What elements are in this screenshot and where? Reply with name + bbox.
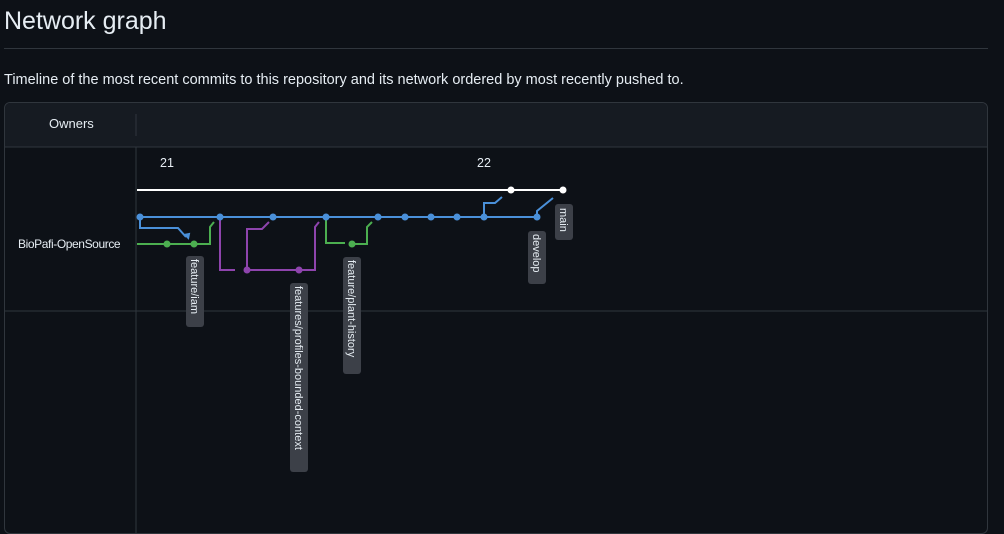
purple-start-link (219, 217, 235, 271)
owners-header: Owners (49, 116, 94, 131)
branch-tag-feature-iam[interactable]: feature/iam (186, 256, 204, 327)
page-description: Timeline of the most recent commits to t… (4, 72, 684, 88)
network-graph-canvas[interactable]: Owners BioPafi-OpenSource 21 22 (5, 103, 987, 533)
branch-tag-profiles-bounded-context[interactable]: features/profiles-bounded-context (290, 283, 308, 472)
commit-dot[interactable] (507, 186, 515, 194)
commit-dot[interactable] (136, 213, 144, 221)
arrow-head (183, 232, 191, 240)
commit-dot[interactable] (453, 213, 461, 221)
commit-dot[interactable] (322, 213, 330, 221)
commit-dot[interactable] (269, 213, 277, 221)
month-label-21: 21 (160, 156, 174, 170)
commit-dot[interactable] (480, 213, 488, 221)
graph-header-band (5, 103, 987, 147)
commit-dot[interactable] (243, 266, 251, 274)
owner-name[interactable]: BioPafi-OpenSource (18, 237, 121, 251)
branch-tag-label: main (557, 208, 569, 232)
commit-dot[interactable] (427, 213, 435, 221)
branch-tag-label: develop (530, 234, 542, 273)
branch-tag-label: feature/plant-history (345, 260, 357, 358)
plant-history-start-link (325, 217, 345, 244)
month-label-22: 22 (477, 156, 491, 170)
commit-dot[interactable] (401, 213, 409, 221)
commit-dot[interactable] (533, 213, 541, 221)
develop-to-main-link (483, 196, 503, 217)
profiles-context-merge (299, 221, 320, 271)
purple-branch-link (246, 221, 270, 270)
title-divider (4, 48, 988, 49)
feature-iam-merge-link (204, 221, 215, 245)
commit-dot[interactable] (163, 240, 171, 248)
network-graph-panel[interactable]: Owners BioPafi-OpenSource 21 22 (4, 102, 988, 534)
commit-dot[interactable] (374, 213, 382, 221)
page-title: Network graph (4, 7, 167, 35)
develop-to-main-merge (536, 197, 554, 217)
branch-tag-label: features/profiles-bounded-context (292, 286, 304, 450)
commit-dot[interactable] (216, 213, 224, 221)
develop-to-feature-iam-link (139, 217, 187, 238)
commit-dot[interactable] (190, 240, 198, 248)
branch-tag-develop[interactable]: develop (528, 231, 546, 284)
branch-tag-label: feature/iam (188, 259, 200, 314)
branch-tag-main[interactable]: main (555, 204, 573, 240)
commit-dot[interactable] (295, 266, 303, 274)
branch-tag-plant-history[interactable]: feature/plant-history (343, 257, 361, 374)
plant-history-merge-link (352, 221, 373, 245)
commit-dot[interactable] (348, 240, 356, 248)
commit-dot[interactable] (559, 186, 567, 194)
